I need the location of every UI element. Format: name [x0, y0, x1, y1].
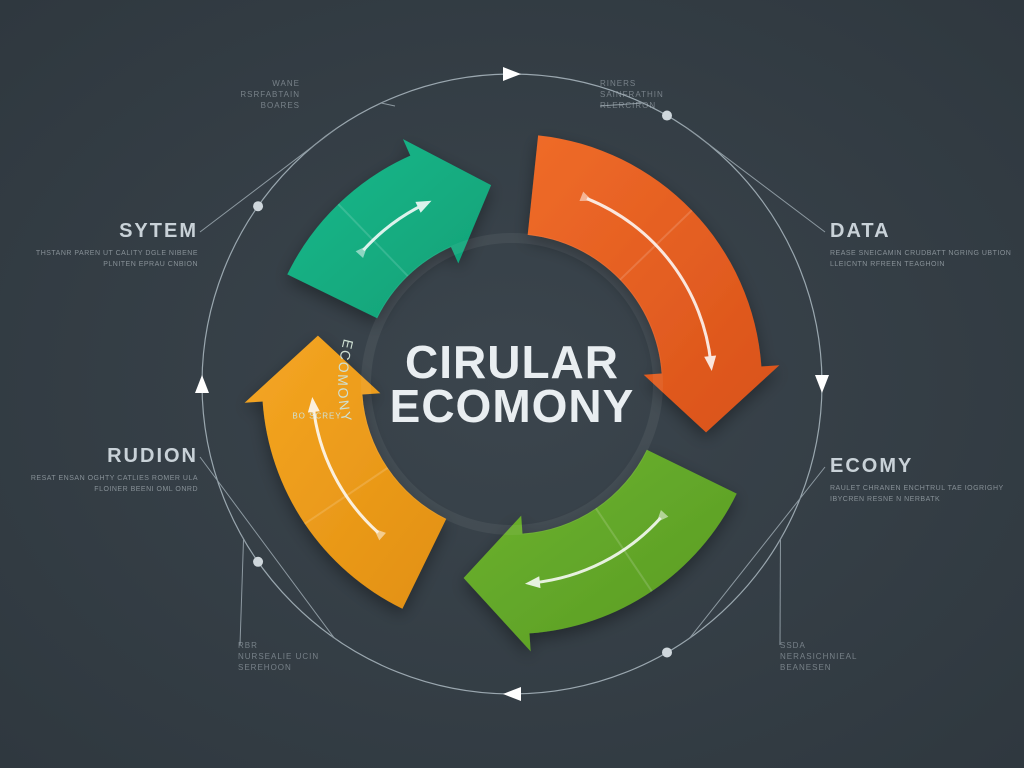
ring-sub-small: BO SCREY [292, 411, 341, 420]
callout-rudion-heading: RUDION [18, 445, 198, 468]
callout-ecomy: ECOMY RAULET CHRANEN ENCHTRUL TAE IOGRIGH… [830, 455, 1024, 505]
callout-rudion: RUDION RESAT ENSAN OGHTY CATLIES ROMER UL… [18, 445, 198, 495]
background [0, 0, 1024, 768]
callout-ecomy-body: RAULET CHRANEN ENCHTRUL TAE IOGRIGHY IBY… [830, 484, 1024, 505]
mini-label-top-right-mini: RINERSSAINFRATHINRLERCIRON [600, 78, 664, 112]
callout-data: DATA REASE SNEICAMIN CRUDBATT NGRING UBTI… [830, 220, 1024, 270]
callout-data-heading: DATA [830, 220, 1024, 243]
mini-label-bot-left-mini: RBRNURSEALIE UCINSEREHOON [238, 640, 319, 674]
callout-ecomy-heading: ECOMY [830, 455, 1024, 478]
outer-dot-3 [253, 201, 263, 211]
outer-dot-2 [253, 557, 263, 567]
mini-label-top-left-mini: WANERSRFABTAINBOARES [240, 78, 300, 112]
callout-data-body: REASE SNEICAMIN CRUDBATT NGRING UBTION L… [830, 249, 1024, 270]
callout-system-heading: SYTEM [18, 220, 198, 243]
outer-dot-1 [662, 647, 672, 657]
callout-system-body: THSTANR PAREN UT CALITY DGLE NIBENE PLNI… [18, 249, 198, 270]
callout-system: SYTEM THSTANR PAREN UT CALITY DGLE NIBENE… [18, 220, 198, 270]
diagram-stage: ECOMONYBO SCREY [0, 0, 1024, 768]
mini-label-bot-right-mini: SSDANERASICHNIEALBEANESEN [780, 640, 857, 674]
outer-dot-0 [662, 111, 672, 121]
callout-rudion-body: RESAT ENSAN OGHTY CATLIES ROMER ULA FLOI… [18, 474, 198, 495]
